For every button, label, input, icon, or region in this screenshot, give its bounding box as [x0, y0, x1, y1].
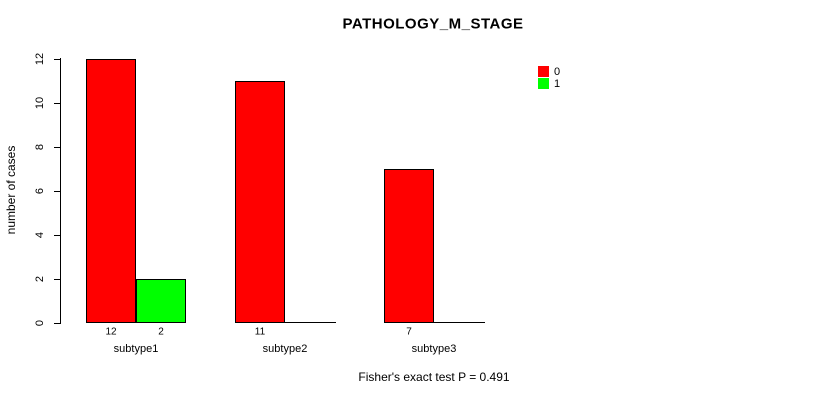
y-tick-label: 10: [34, 96, 46, 110]
footer-annotation: Fisher's exact test P = 0.491: [358, 370, 510, 384]
bar-subtype1-series1: [136, 279, 186, 323]
bar-subtype2-series0: [235, 81, 285, 323]
bar-subtype3-series0: [384, 169, 434, 323]
legend-label-1: 1: [553, 78, 561, 90]
category-label: subtype1: [113, 343, 159, 355]
bar-count-label: 12: [105, 326, 117, 338]
y-tick-mark: [54, 235, 60, 236]
legend-label-0: 0: [553, 66, 561, 78]
y-tick-label: 8: [34, 143, 46, 151]
y-tick-label: 0: [34, 319, 46, 327]
y-tick-mark: [54, 279, 60, 280]
category-label: subtype3: [411, 343, 457, 355]
y-tick-mark: [54, 323, 60, 324]
bar-subtype3-series1-zero-line: [434, 322, 485, 323]
legend-swatch-1: [538, 78, 549, 89]
bar-count-label: 7: [406, 326, 412, 338]
bar-count-label: 2: [158, 326, 164, 338]
bar-count-label: 11: [254, 326, 266, 338]
y-tick-label: 4: [34, 231, 46, 239]
y-axis-line: [60, 58, 61, 324]
y-tick-mark: [54, 147, 60, 148]
chart-title: PATHOLOGY_M_STAGE: [342, 15, 524, 33]
y-axis-title: number of cases: [4, 145, 18, 235]
y-tick-label: 2: [34, 275, 46, 283]
y-tick-label: 6: [34, 187, 46, 195]
legend-swatch-0: [538, 66, 549, 77]
y-tick-mark: [54, 59, 60, 60]
y-tick-mark: [54, 103, 60, 104]
category-label: subtype2: [262, 343, 308, 355]
y-tick-mark: [54, 191, 60, 192]
bar-subtype1-series0: [86, 59, 136, 323]
bar-subtype2-series1-zero-line: [285, 322, 336, 323]
y-tick-label: 12: [34, 52, 46, 66]
